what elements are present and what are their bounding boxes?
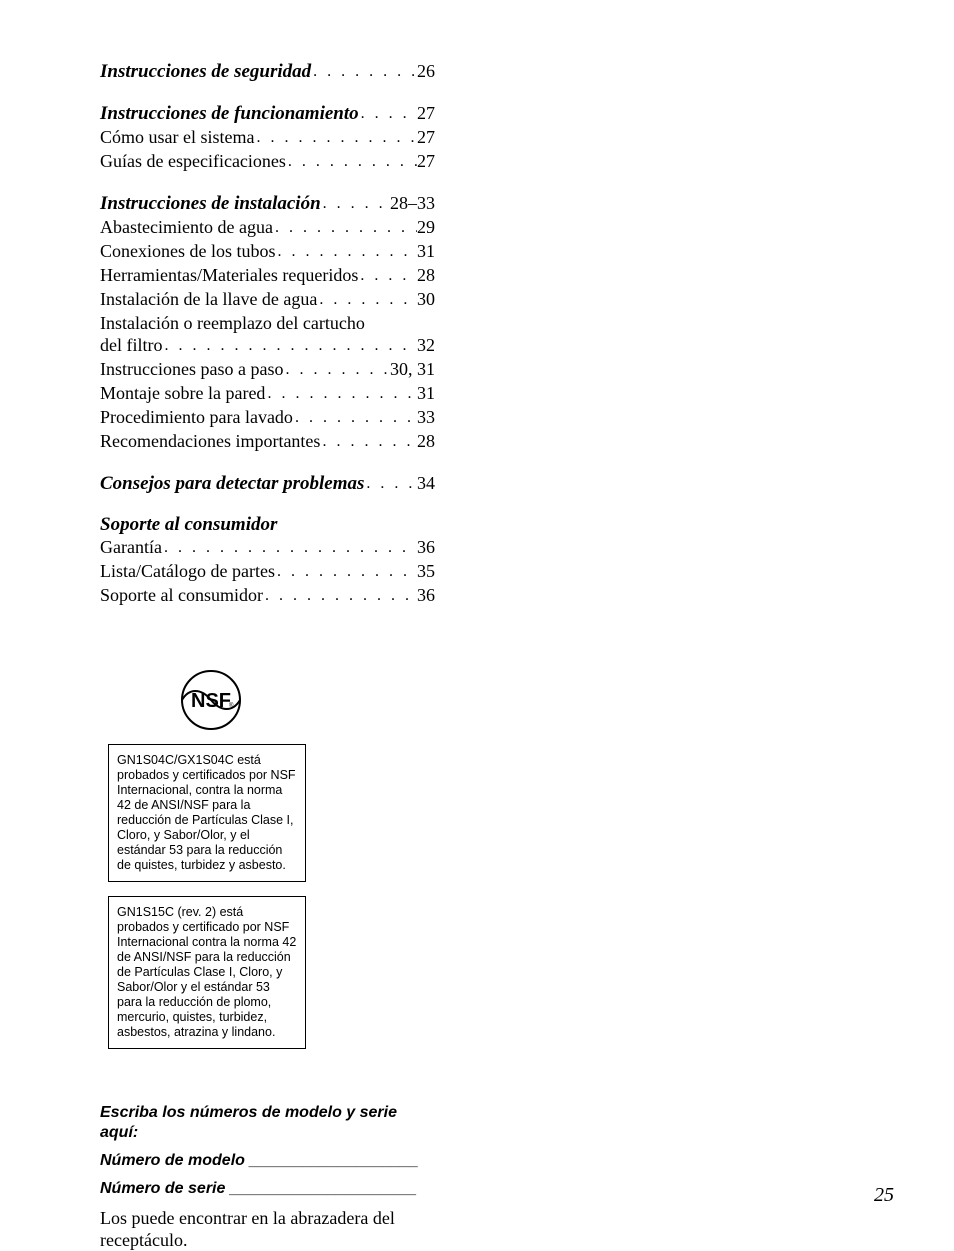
toc-page-number: 36 [417,536,435,558]
model-number-line: Número de modelo ___________________ [100,1151,400,1171]
toc-leader: . . . . . . . . . . . . . . . . . . . . … [273,217,417,239]
toc-item-label: Cómo usar el sistema [100,126,254,148]
toc-item-row: Garantía . . . . . . . . . . . . . . . .… [100,536,435,560]
toc-leader: . . . . . . . . . . . . . . . . . . . . … [162,537,417,559]
toc-leader: . . . . . . . . . . . . . . . . . . . . … [317,289,417,311]
toc-leader: . . . . . . . . . . . . . . . . . . . . … [293,407,417,429]
toc-item-label: del filtro [100,334,162,356]
toc-page-number: 30, 31 [390,358,435,380]
toc-leader: . . . . . . . . . . . . . . . . . . . . … [265,383,417,405]
toc-item-row: Recomendaciones importantes . . . . . . … [100,430,435,454]
toc-section-row: Instrucciones de instalación . . . . . .… [100,192,435,216]
toc-section-row: Instrucciones de funcionamiento . . . . … [100,102,435,126]
toc-leader: . . . . . . . . . . . . . . . . . . . . … [276,241,418,263]
toc-item-label: Abastecimiento de agua [100,216,273,238]
toc-page-number: 27 [417,150,435,172]
toc-group-gap [100,174,435,192]
toc-item-row: Lista/Catálogo de partes . . . . . . . .… [100,560,435,584]
page-number: 25 [874,1184,894,1207]
serial-number-blank: _____________________ [230,1180,417,1197]
toc-leader: . . . . . . . . . . . . . . . . . . . . … [311,61,417,83]
model-serial-block: Escriba los números de modelo y serie aq… [100,1103,400,1251]
toc-leader: . . . . . . . . . . . . . . . . . . . . … [359,103,417,125]
toc-leader: . . . . . . . . . . . . . . . . . . . . … [254,127,417,149]
toc-section-label: Instrucciones de funcionamiento [100,103,359,125]
toc-leader: . . . . . . . . . . . . . . . . . . . . … [320,431,417,453]
nsf-certification-block: NSF ® GN1S04C/GX1S04C está probados y ce… [108,668,313,1049]
toc-item-row: Instrucciones paso a paso . . . . . . . … [100,358,435,382]
toc-item-label: Herramientas/Materiales requeridos [100,264,358,286]
toc-item-label: Recomendaciones importantes [100,430,320,452]
toc-page-number: 32 [417,334,435,356]
toc-page-number: 28–33 [390,192,435,214]
toc-page-number: 31 [417,240,435,262]
toc-item-label: Instalación de la llave de agua [100,288,317,310]
toc-section-label: Soporte al consumidor [100,514,277,536]
toc-leader: . . . . . . . . . . . . . . . . . . . . … [162,335,417,357]
toc-item-label: Guías de especificaciones [100,150,286,172]
toc-item-row: del filtro . . . . . . . . . . . . . . .… [100,334,435,358]
toc-item-row: Cómo usar el sistema . . . . . . . . . .… [100,126,435,150]
toc-page-number: 28 [417,430,435,452]
toc-item-row: Instalación de la llave de agua . . . . … [100,288,435,312]
toc-page-number: 36 [417,584,435,606]
toc-section-label: Instrucciones de seguridad [100,61,311,83]
serial-number-line: Número de serie _____________________ [100,1179,400,1199]
toc-section-row: Consejos para detectar problemas . . . .… [100,472,435,496]
toc-page-number: 30 [417,288,435,310]
toc-item-row: Herramientas/Materiales requeridos . . .… [100,264,435,288]
toc-page-number: 34 [417,472,435,494]
toc-page-number: 27 [417,126,435,148]
model-serial-note: Los puede encontrar en la abrazadera del… [100,1207,400,1251]
toc-page-number: 31 [417,382,435,404]
toc-item-row: Guías de especificaciones . . . . . . . … [100,150,435,174]
toc-section-label: Consejos para detectar problemas [100,473,364,495]
toc-group-gap [100,454,435,472]
toc-section-row: Instrucciones de seguridad . . . . . . .… [100,60,435,84]
toc-leader: . . . . . . . . . . . . . . . . . . . . … [358,265,417,287]
toc-item-row: Abastecimiento de agua . . . . . . . . .… [100,216,435,240]
toc-item-label: Instrucciones paso a paso [100,358,283,380]
toc-leader: . . . . . . . . . . . . . . . . . . . . … [275,561,417,583]
toc-item-label: Conexiones de los tubos [100,240,276,262]
toc-item-label: Montaje sobre la pared [100,382,265,404]
table-of-contents: Instrucciones de seguridad . . . . . . .… [100,60,435,608]
model-number-label: Número de modelo [100,1152,245,1169]
nsf-cert-box-1: GN1S04C/GX1S04C está probados y certific… [108,744,306,882]
toc-item-row: Procedimiento para lavado . . . . . . . … [100,406,435,430]
toc-group-gap [100,84,435,102]
toc-page-number: 29 [417,216,435,238]
toc-item-label: Lista/Catálogo de partes [100,560,275,582]
toc-leader: . . . . . . . . . . . . . . . . . . . . … [364,473,417,495]
toc-page-number: 27 [417,102,435,124]
toc-page-number: 33 [417,406,435,428]
toc-page-number: 28 [417,264,435,286]
toc-item-row: Conexiones de los tubos . . . . . . . . … [100,240,435,264]
nsf-icon: NSF ® [179,668,243,732]
toc-item-row: Montaje sobre la pared . . . . . . . . .… [100,382,435,406]
toc-leader: . . . . . . . . . . . . . . . . . . . . … [263,585,417,607]
manual-page: Instrucciones de seguridad . . . . . . .… [0,0,954,1235]
model-number-blank: ___________________ [249,1152,418,1169]
toc-group-gap [100,496,435,514]
toc-item-wrap: Instalación o reemplazo del cartucho [100,312,435,334]
toc-item-row: Soporte al consumidor . . . . . . . . . … [100,584,435,608]
toc-item-label: Garantía [100,536,162,558]
toc-leader: . . . . . . . . . . . . . . . . . . . . … [286,151,417,173]
toc-page-number: 35 [417,560,435,582]
toc-section-label: Instrucciones de instalación [100,193,321,215]
toc-leader: . . . . . . . . . . . . . . . . . . . . … [283,359,390,381]
model-serial-heading: Escriba los números de modelo y serie aq… [100,1103,400,1143]
serial-number-label: Número de serie [100,1180,225,1197]
nsf-logo-text: NSF [191,690,231,712]
svg-text:®: ® [229,702,234,709]
nsf-cert-box-2: GN1S15C (rev. 2) está probados y certifi… [108,896,306,1049]
toc-leader: . . . . . . . . . . . . . . . . . . . . … [321,193,390,215]
toc-item-label: Procedimiento para lavado [100,406,293,428]
toc-section-row: Soporte al consumidor [100,514,435,536]
toc-item-label: Soporte al consumidor [100,584,263,606]
toc-page-number: 26 [417,60,435,82]
